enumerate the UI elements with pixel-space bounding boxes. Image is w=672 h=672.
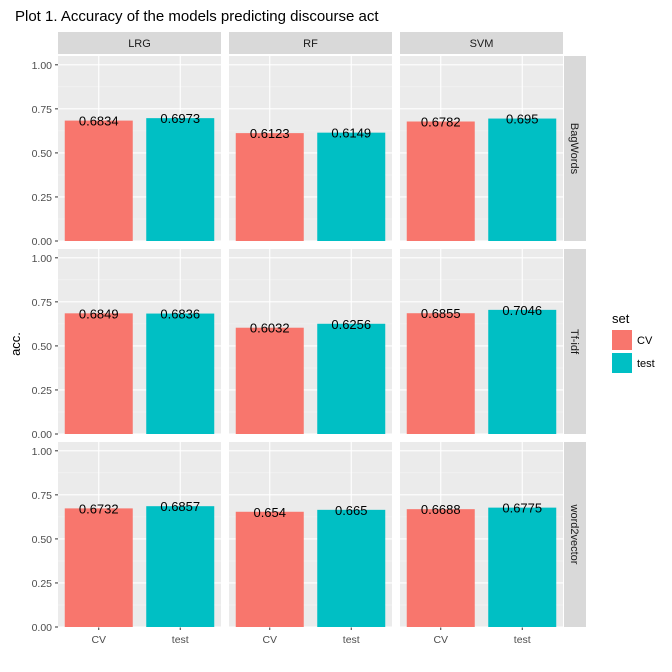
y-tick-label: 0.00 [32,236,53,248]
y-axis-title: acc. [8,332,23,356]
x-tick-label: test [343,634,360,646]
panel-word2vector-lrg: 0.6732 0.6857 [58,442,221,628]
bar-cv [406,313,475,434]
data-label: 0.6688 [421,502,461,517]
data-label: 0.6256 [331,317,371,332]
y-tick-label: 0.00 [32,622,53,634]
data-label: 0.6834 [79,114,119,129]
data-label: 0.6855 [421,306,461,321]
y-tick-label: 0.75 [32,104,53,116]
data-label: 0.6732 [79,501,119,516]
data-label: 0.665 [335,503,368,518]
bar-cv [64,313,133,434]
y-tick-label: 0.50 [32,534,53,546]
chart-title: Plot 1. Accuracy of the models predictin… [15,8,379,25]
y-tick-label: 1.00 [32,446,53,458]
bar-cv [235,511,304,627]
bar-cv [235,327,304,434]
strip-tf-idf [564,249,586,434]
x-tick-label: CV [433,634,448,646]
x-tick-label: test [172,634,189,646]
bar-cv [235,133,304,241]
data-label: 0.7046 [502,303,542,318]
y-tick-label: 0.75 [32,490,53,502]
data-label: 0.6973 [160,111,200,126]
data-label: 0.6849 [79,306,119,321]
bar-cv [64,120,133,241]
legend: set CV test [612,311,655,373]
panel-bagwords-lrg: 0.6834 0.6973 [58,56,221,242]
legend-label: test [637,358,655,370]
panel-tf-idf-svm: 0.6855 0.7046 [400,249,563,435]
facet-grid: LRG RF SVM BagWords Tf-idf word2vector 0.00 0.2… [32,32,586,646]
bar-test [146,506,215,627]
data-label: 0.695 [506,112,539,127]
data-label: 0.6782 [421,115,461,130]
y-tick-label: 0.00 [32,429,53,441]
y-tick-label: 0.25 [32,192,53,204]
bar-test [488,507,557,627]
bar-test [317,323,386,434]
bar-cv [64,508,133,627]
data-label: 0.6032 [250,321,290,336]
bar-test [488,118,557,241]
y-tick-label: 1.00 [32,253,53,265]
panel-tf-idf-rf: 0.6032 0.6256 [229,249,392,435]
bar-test [488,309,557,434]
data-label: 0.6775 [502,501,542,516]
panel-tf-idf-lrg: 0.6849 0.6836 [58,249,221,435]
y-tick-label: 0.50 [32,148,53,160]
legend-label: CV [637,335,653,347]
strip-bagwords [564,56,586,241]
legend-swatch-test [612,353,632,373]
legend-title: set [612,311,630,326]
panel-word2vector-svm: 0.6688 0.6775 [400,442,563,628]
strip-label: word2vector [568,504,580,565]
bar-cv [406,121,475,241]
x-tick-label: CV [91,634,106,646]
data-label: 0.6857 [160,499,200,514]
y-tick-label: 0.25 [32,385,53,397]
strip-label: LRG [128,38,151,50]
x-tick-label: test [514,634,531,646]
y-tick-label: 0.25 [32,578,53,590]
strip-label: Tf-idf [568,329,580,355]
y-tick-label: 1.00 [32,60,53,72]
x-tick-label: CV [262,634,277,646]
strip-label: SVM [470,38,494,50]
bar-cv [406,509,475,627]
strip-label: BagWords [568,123,580,175]
panel-word2vector-rf: 0.654 0.665 [229,442,392,628]
legend-swatch-cv [612,330,632,350]
strip-word2vector [564,442,586,627]
data-label: 0.6836 [160,307,200,322]
panel-bagwords-rf: 0.6123 0.6149 [229,56,392,242]
bar-test [317,132,386,241]
panel-bagwords-svm: 0.6782 0.695 [400,56,563,242]
y-tick-label: 0.75 [32,297,53,309]
strip-label: RF [303,38,318,50]
strip-lrg [58,32,221,54]
strip-rf [229,32,392,54]
data-label: 0.6123 [250,126,290,141]
strip-svm [400,32,563,54]
bar-test [146,118,215,241]
data-label: 0.654 [253,505,286,520]
y-tick-label: 0.50 [32,341,53,353]
bar-test [146,313,215,434]
data-label: 0.6149 [331,126,371,141]
bar-test [317,509,386,627]
